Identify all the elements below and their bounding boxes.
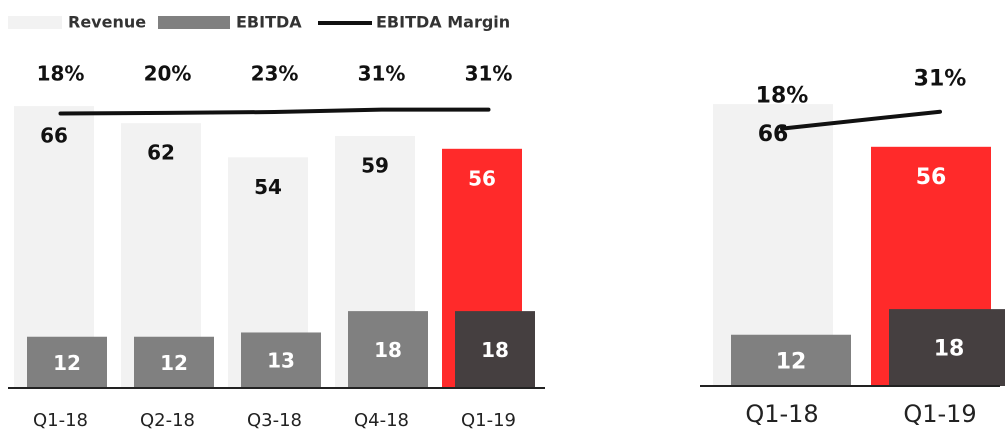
data-label: 62 — [147, 141, 175, 165]
bar — [27, 336, 107, 388]
margin-label: 31% — [465, 62, 513, 86]
legend-label: Revenue — [68, 13, 146, 32]
legend-swatch — [158, 16, 230, 29]
margin-label: 23% — [251, 62, 299, 86]
margin-line — [780, 109, 942, 131]
data-label: 12 — [776, 349, 807, 374]
data-label: 56 — [916, 165, 947, 190]
x-tick-label: Q1-19 — [903, 400, 976, 428]
legend-label: EBITDA Margin — [376, 13, 510, 32]
margin-label: 31% — [358, 62, 406, 86]
bar — [455, 311, 535, 388]
bar — [348, 311, 428, 388]
x-tick-label: Q1-18 — [745, 400, 818, 428]
bar — [889, 309, 1005, 386]
x-tick-label: Q4-18 — [354, 410, 409, 431]
margin-label: 18% — [37, 62, 85, 86]
margin-label: 20% — [144, 62, 192, 86]
x-tick-label: Q1-19 — [461, 410, 516, 431]
margin-label: 18% — [756, 84, 809, 109]
bar — [241, 332, 321, 388]
data-label: 18 — [481, 338, 509, 362]
data-label: 13 — [267, 349, 295, 373]
x-tick-label: Q1-18 — [33, 410, 88, 431]
data-label: 18 — [374, 338, 402, 362]
x-tick-label: Q3-18 — [247, 410, 302, 431]
data-label: 18 — [934, 337, 965, 362]
data-label: 12 — [53, 351, 81, 375]
data-label: 56 — [468, 166, 496, 190]
data-label: 54 — [254, 175, 282, 199]
legend-swatch — [8, 16, 62, 29]
bar — [134, 336, 214, 388]
bar — [731, 334, 851, 386]
margin-label: 31% — [914, 67, 967, 92]
data-label: 12 — [160, 351, 188, 375]
legend-label: EBITDA — [236, 13, 302, 32]
data-label: 66 — [758, 122, 789, 147]
x-tick-label: Q2-18 — [140, 410, 195, 431]
data-label: 59 — [361, 153, 389, 177]
margin-line — [58, 107, 491, 116]
data-label: 66 — [40, 124, 68, 148]
